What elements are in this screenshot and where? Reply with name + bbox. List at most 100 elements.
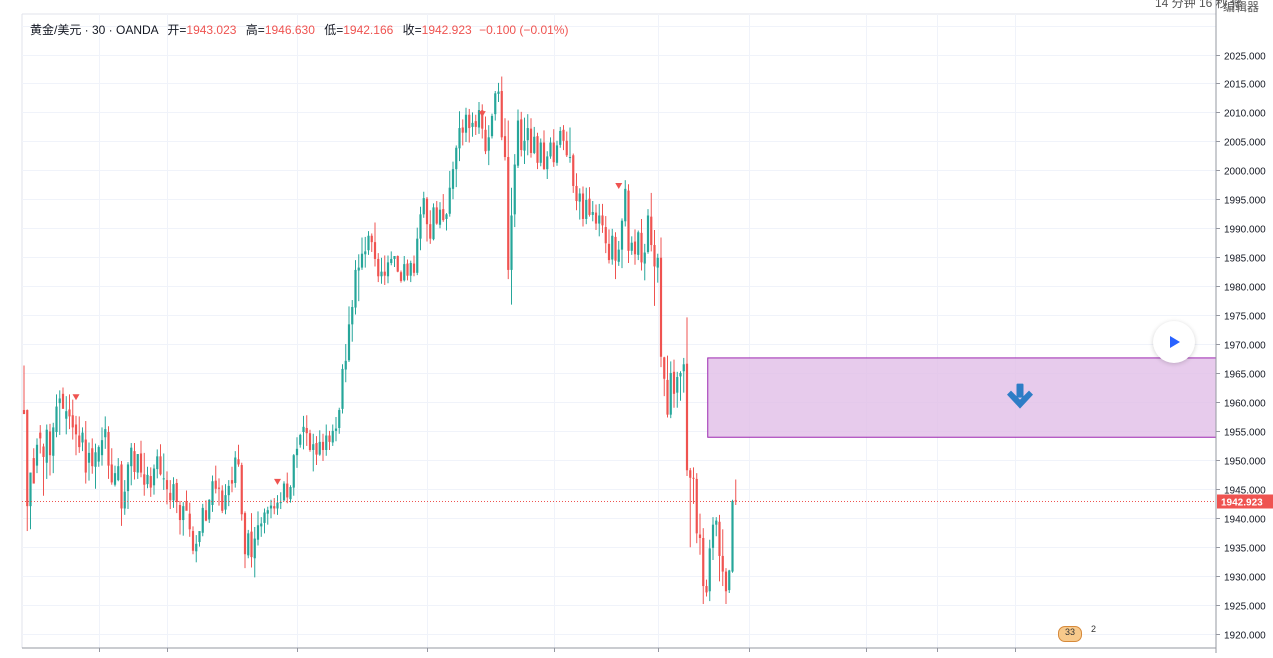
candle-body — [224, 495, 227, 510]
open-value: 1943.023 — [186, 23, 237, 37]
candle-body — [679, 372, 682, 377]
candle — [656, 253, 659, 283]
candle — [549, 137, 552, 159]
candle-body — [533, 136, 536, 153]
candle-body — [445, 214, 448, 219]
candle-body — [214, 480, 217, 489]
triangle-down-icon — [274, 478, 281, 485]
arrow-shaft — [1016, 383, 1024, 398]
candle — [61, 387, 65, 409]
candle-body — [416, 238, 419, 273]
candle-body — [490, 115, 494, 137]
candle-body — [507, 157, 510, 270]
candle — [247, 529, 250, 559]
candle-body — [123, 491, 126, 509]
candle — [139, 440, 143, 478]
candle-body — [113, 473, 117, 485]
candle — [711, 517, 715, 560]
candle-body — [705, 586, 708, 593]
candle-body — [601, 215, 604, 226]
candle-body — [689, 470, 692, 478]
candle — [260, 517, 263, 537]
candle-body — [643, 252, 646, 264]
candle — [390, 251, 393, 266]
candle — [123, 480, 126, 515]
economic-events-badge[interactable]: 33 2 — [1058, 624, 1096, 644]
candle — [188, 502, 191, 537]
candle-body — [110, 464, 113, 483]
candle — [494, 91, 497, 121]
candle-body — [273, 506, 276, 509]
candle — [724, 568, 728, 604]
candle-body — [588, 198, 591, 215]
candle — [513, 154, 516, 228]
candle — [594, 204, 598, 230]
candle — [477, 102, 481, 134]
price-tick-label: 1990.000 — [1224, 225, 1266, 236]
candle-body — [136, 454, 139, 473]
candle-body — [383, 271, 386, 276]
candle — [373, 222, 377, 267]
candle — [143, 452, 146, 496]
candle-body — [461, 127, 464, 133]
candle-body — [107, 432, 110, 466]
candle — [81, 427, 84, 452]
candle-body — [598, 215, 601, 224]
candle-body — [341, 368, 344, 409]
candle-body — [211, 481, 214, 505]
candle-body — [559, 130, 562, 145]
price-tick-label: 1960.000 — [1224, 399, 1266, 410]
candle — [695, 473, 698, 544]
symbol-title[interactable]: 黄金/美元 · 30 · OANDA — [30, 23, 159, 37]
candle-body — [133, 451, 136, 472]
candle-body — [78, 435, 81, 448]
price-tick-label: 1920.000 — [1224, 631, 1266, 642]
candle — [533, 126, 536, 155]
countdown-text: 14 分钟 16 秒 修 — [1154, 0, 1243, 10]
candle-body — [198, 531, 201, 543]
candle — [130, 443, 133, 486]
candle — [731, 499, 734, 573]
candle — [617, 240, 620, 266]
replay-button[interactable] — [1153, 321, 1195, 363]
candle-body — [178, 504, 182, 521]
candle-body — [500, 91, 503, 138]
candle-body — [419, 214, 422, 239]
candle-body — [682, 364, 685, 372]
candle-body — [74, 424, 78, 435]
candle — [78, 416, 81, 453]
candle-body — [536, 136, 539, 163]
candle — [292, 454, 295, 496]
flag-icon: 33 — [1058, 626, 1082, 642]
candle — [565, 131, 568, 158]
candle — [354, 260, 357, 315]
candle — [497, 82, 500, 103]
candle — [269, 499, 273, 519]
candle-body — [52, 427, 55, 456]
candle-body — [698, 534, 702, 538]
price-tick-label: 1965.000 — [1224, 370, 1266, 381]
candle-body — [390, 258, 393, 263]
candle — [614, 232, 617, 280]
candle — [438, 202, 442, 229]
candle-body — [87, 452, 91, 463]
candle-body — [156, 456, 159, 470]
candle — [100, 427, 104, 466]
candle-body — [429, 224, 432, 239]
candle — [653, 229, 656, 306]
candle-body — [65, 411, 68, 419]
candle-body — [477, 110, 481, 128]
candle-body — [565, 140, 568, 156]
editor-text[interactable]: 编辑器 — [1222, 0, 1259, 14]
candle — [442, 194, 445, 222]
candle-body — [633, 241, 637, 255]
candle-body — [94, 452, 97, 467]
candle-body — [188, 513, 191, 530]
candle-body — [393, 256, 396, 259]
candle-body — [607, 243, 611, 261]
triangle-down-icon — [615, 182, 623, 189]
high-label: 高= — [245, 23, 265, 37]
candle-body — [578, 193, 581, 202]
candle-body — [617, 249, 620, 262]
